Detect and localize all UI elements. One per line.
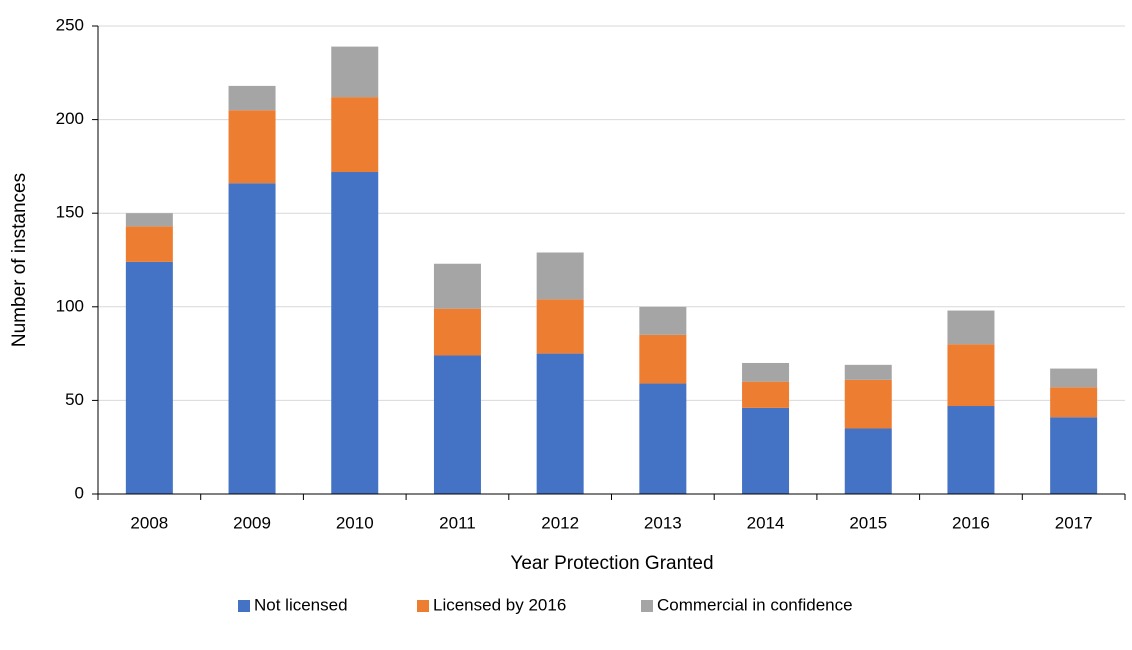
- bar: [639, 306, 687, 335]
- bar: [125, 213, 173, 227]
- bar: [536, 299, 584, 354]
- bar: [125, 226, 173, 262]
- bar: [536, 252, 584, 300]
- y-axis-title: Number of instances: [9, 173, 30, 347]
- bar: [228, 85, 276, 111]
- x-tick-label: 2016: [952, 513, 990, 532]
- bar: [1050, 417, 1098, 494]
- legend-swatch: [238, 600, 250, 612]
- legend-swatch: [417, 600, 429, 612]
- bar: [331, 97, 379, 173]
- bar: [1050, 387, 1098, 418]
- legend-swatch: [641, 600, 653, 612]
- bar: [742, 381, 790, 408]
- y-tick-label: 0: [75, 483, 84, 502]
- y-tick-label: 250: [56, 15, 84, 34]
- y-tick-label: 200: [56, 109, 84, 128]
- x-tick-label: 2012: [541, 513, 579, 532]
- x-tick-label: 2010: [336, 513, 374, 532]
- bar: [125, 261, 173, 494]
- bar: [433, 263, 481, 309]
- bar: [228, 110, 276, 184]
- bar: [433, 308, 481, 356]
- bar: [947, 406, 995, 494]
- bar: [536, 353, 584, 494]
- x-axis-title: Year Protection Granted: [510, 553, 713, 574]
- bar: [947, 344, 995, 407]
- x-tick-label: 2014: [747, 513, 785, 532]
- bar: [742, 407, 790, 494]
- bar: [639, 334, 687, 384]
- x-tick-label: 2017: [1055, 513, 1093, 532]
- x-tick-label: 2011: [439, 513, 476, 532]
- bar: [331, 172, 379, 495]
- y-tick-label: 100: [56, 296, 84, 315]
- legend-label: Commercial in confidence: [657, 595, 853, 614]
- legend-label: Licensed by 2016: [433, 595, 566, 614]
- x-tick-label: 2015: [849, 513, 887, 532]
- bar: [844, 428, 892, 494]
- y-tick-label: 50: [65, 390, 84, 409]
- bar: [947, 310, 995, 345]
- bar: [639, 383, 687, 494]
- x-tick-label: 2009: [233, 513, 271, 532]
- y-tick-label: 150: [56, 203, 84, 222]
- bar: [433, 355, 481, 494]
- bar: [844, 364, 892, 380]
- bar: [844, 379, 892, 429]
- legend-label: Not licensed: [254, 595, 348, 614]
- x-tick-label: 2013: [644, 513, 682, 532]
- bar: [331, 46, 379, 98]
- bar: [1050, 368, 1098, 388]
- x-tick-label: 2008: [130, 513, 168, 532]
- bar: [228, 183, 276, 495]
- bar: [742, 362, 790, 382]
